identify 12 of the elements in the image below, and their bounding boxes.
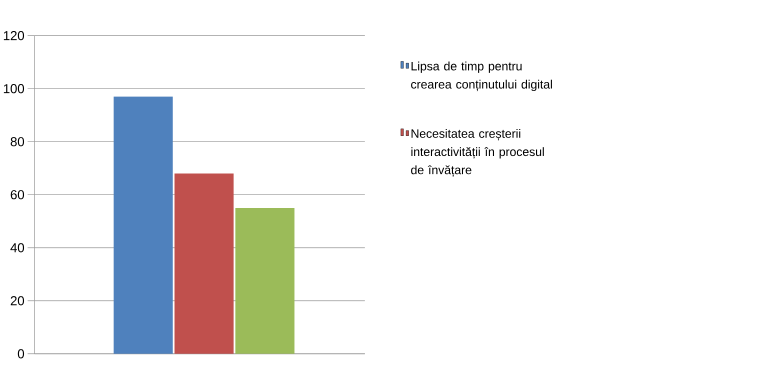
- y-tick-label: 100: [4, 84, 24, 94]
- legend-label: Necesitatea creșterii interactivității în procesul de învățare: [411, 129, 544, 177]
- y-tick-label: 60: [10, 190, 24, 200]
- y-tick-label: 20: [10, 296, 24, 306]
- y-tick-label: 80: [10, 137, 24, 146]
- y-tick-label: 40: [10, 243, 24, 252]
- bar: [235, 208, 294, 354]
- y-tick-label: 120: [4, 31, 24, 40]
- legend-label: Lipsa de timp pentru crearea conținutului digital: [411, 62, 552, 92]
- bar: [174, 174, 234, 354]
- y-tick-label: 0: [18, 349, 24, 358]
- bar: [114, 96, 173, 354]
